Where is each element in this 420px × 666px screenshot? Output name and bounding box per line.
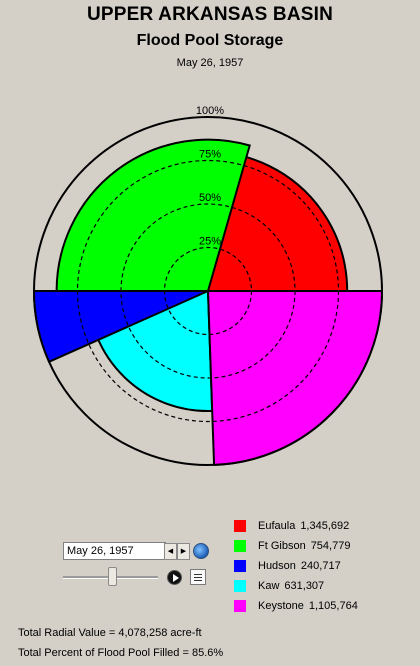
total-percent-filled: Total Percent of Flood Pool Filled = 85.… (18, 647, 224, 659)
radial-tick-label: 75% (199, 149, 221, 161)
date-input[interactable]: May 26, 1957 (63, 542, 166, 560)
legend-label: Ft Gibson (258, 540, 306, 552)
triangle-right-icon[interactable]: ▶ (177, 543, 190, 560)
polar-chart: 25% 50% 75% 100% (32, 105, 384, 466)
legend-value: 1,105,764 (308, 600, 358, 612)
triangle-left-icon[interactable]: ◀ (164, 543, 177, 560)
sector-ft-gibson (55, 138, 251, 292)
radial-tick-label: 25% (199, 236, 221, 248)
legend-item: Ft Gibson 754,779 (234, 536, 358, 556)
notes-icon[interactable] (190, 569, 206, 585)
legend-item: Kaw 631,307 (234, 576, 358, 596)
legend-swatch (234, 520, 246, 532)
play-icon[interactable] (167, 570, 182, 585)
legend-value: 1,345,692 (300, 520, 350, 532)
ring-25 (163, 246, 253, 336)
page-title: UPPER ARKANSAS BASIN (86, 4, 334, 25)
globe-icon[interactable] (193, 543, 209, 559)
legend: Eufaula 1,345,692 Ft Gibson 754,779 Hudson 24… (234, 516, 358, 616)
legend-value: 631,307 (284, 580, 325, 592)
date-label: May 26, 1957 (176, 57, 244, 69)
legend-swatch (234, 540, 246, 552)
radial-tick-label: 50% (199, 192, 221, 204)
legend-label: Keystone (258, 600, 304, 612)
legend-value: 754,779 (310, 540, 351, 552)
radial-tick-label: 100% (196, 105, 224, 117)
legend-value: 240,717 (300, 560, 341, 572)
legend-swatch (234, 580, 246, 592)
legend-item: Eufaula 1,345,692 (234, 516, 358, 536)
sector-hudson (32, 290, 209, 364)
legend-item: Keystone 1,105,764 (234, 596, 358, 616)
legend-label: Hudson (258, 560, 296, 572)
legend-swatch (234, 600, 246, 612)
date-slider-thumb[interactable] (108, 567, 117, 586)
legend-label: Eufaula (258, 520, 296, 532)
sector-keystone (206, 290, 384, 466)
legend-item: Hudson 240,717 (234, 556, 358, 576)
ring-75 (76, 159, 340, 423)
legend-label: Kaw (258, 580, 280, 592)
total-radial-value: Total Radial Value = 4,078,258 acre-ft (18, 627, 202, 639)
ring-50 (120, 203, 296, 379)
legend-swatch (234, 560, 246, 572)
page-subtitle: Flood Pool Storage (136, 32, 284, 49)
